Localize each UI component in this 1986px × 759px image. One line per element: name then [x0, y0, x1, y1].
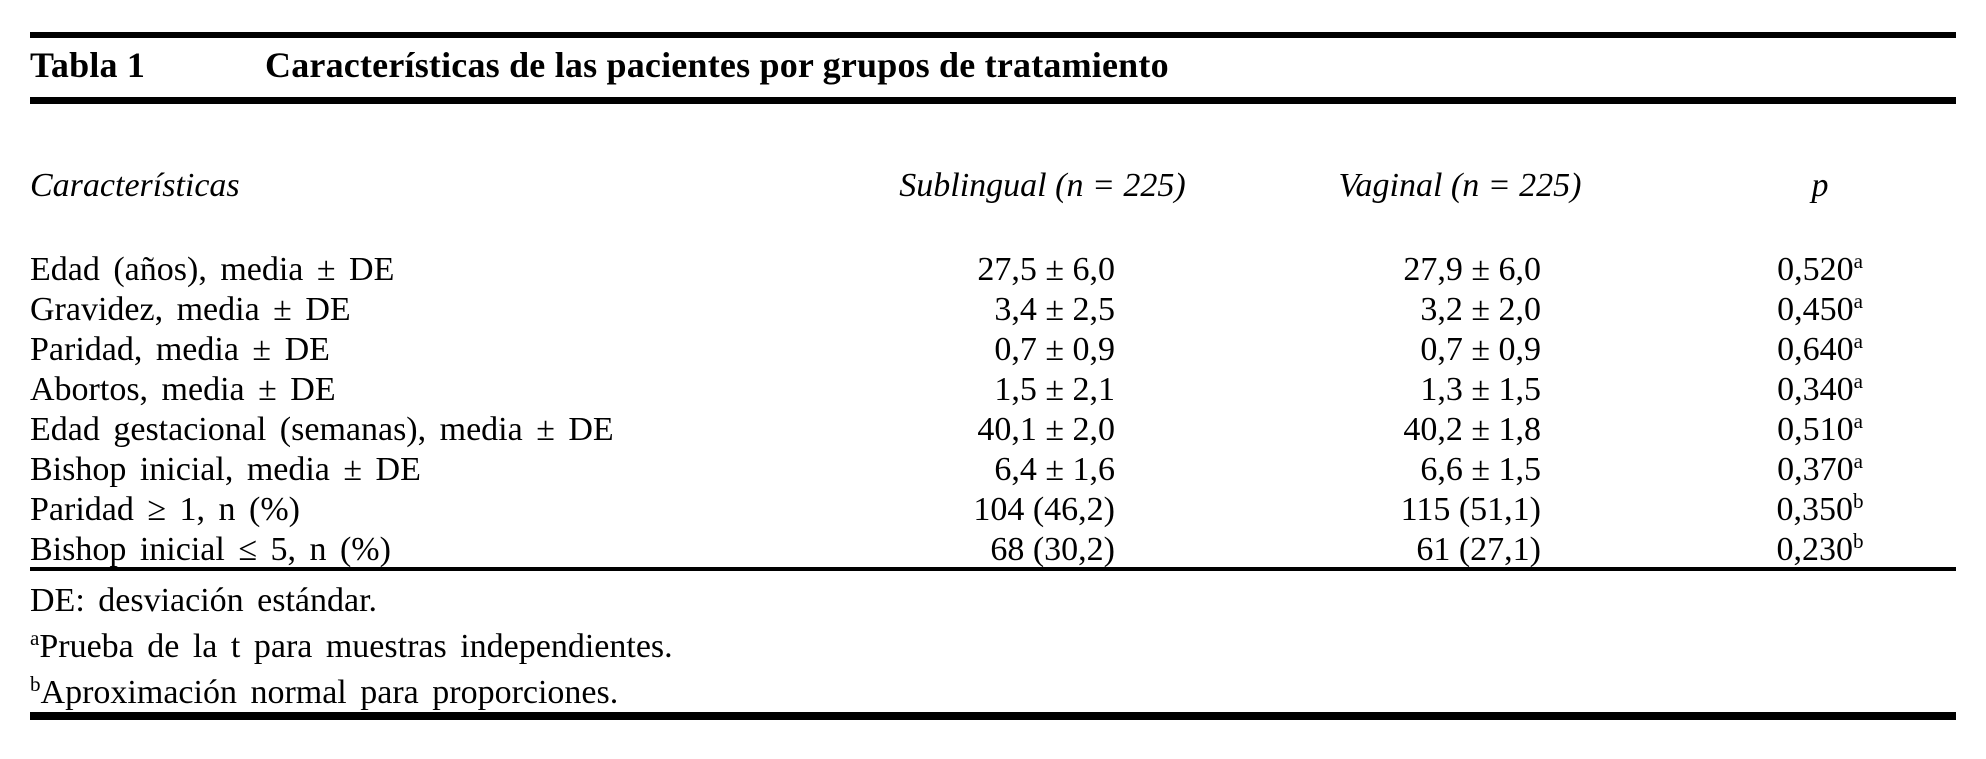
- p-footnote-marker: a: [1853, 289, 1863, 313]
- table-title: Características de las pacientes por gru…: [265, 45, 1169, 85]
- p-value: 0,640a: [1640, 330, 1956, 370]
- row-label: Gravidez, media ± DE: [30, 291, 351, 328]
- sublingual-value: 27,5 ± 6,0: [977, 251, 1115, 288]
- column-header-vaginal: Vaginal (n = 225): [1338, 167, 1582, 204]
- table-row: Gravidez, media ± DE 3,4 ± 2,5 3,2 ± 2,0…: [30, 290, 1956, 330]
- column-header-sublingual: Sublingual (n = 225): [899, 167, 1186, 204]
- sublingual-value: 0,7 ± 0,9: [994, 331, 1115, 368]
- row-label: Abortos, media ± DE: [30, 371, 336, 408]
- row-label: Paridad ≥ 1, n (%): [30, 491, 300, 528]
- p-number: 0,510: [1777, 411, 1854, 448]
- caption-rule: [30, 97, 1956, 104]
- p-value: 0,350b: [1640, 490, 1956, 530]
- vaginal-value: 0,7 ± 0,9: [1420, 331, 1541, 368]
- p-value: 0,370a: [1640, 450, 1956, 490]
- p-value: 0,510a: [1640, 410, 1956, 450]
- p-number: 0,520: [1777, 251, 1854, 288]
- table-row: Bishop inicial, media ± DE 6,4 ± 1,6 6,6…: [30, 450, 1956, 490]
- p-footnote-marker: a: [1853, 369, 1863, 393]
- table-row: Abortos, media ± DE 1,5 ± 2,1 1,3 ± 1,5 …: [30, 370, 1956, 410]
- vaginal-value: 27,9 ± 6,0: [1403, 251, 1541, 288]
- sublingual-value: 3,4 ± 2,5: [994, 291, 1115, 328]
- p-value: 0,520a: [1640, 250, 1956, 290]
- p-value: 0,230b: [1640, 530, 1956, 570]
- column-header-row: Características Sublingual (n = 225) Vag…: [30, 165, 1956, 207]
- table-row: Bishop inicial ≤ 5, n (%) 68 (30,2) 61 (…: [30, 530, 1956, 570]
- vaginal-value: 40,2 ± 1,8: [1403, 411, 1541, 448]
- row-label: Bishop inicial, media ± DE: [30, 451, 421, 488]
- column-header-p: p: [1811, 167, 1829, 204]
- sublingual-value: 104 (46,2): [973, 491, 1115, 528]
- p-value: 0,340a: [1640, 370, 1956, 410]
- footnote-line: aPrueba de la t para muestras independie…: [30, 624, 1956, 670]
- row-label: Paridad, media ± DE: [30, 331, 330, 368]
- p-number: 0,450: [1777, 291, 1854, 328]
- bottom-rule: [30, 712, 1956, 720]
- p-value: 0,450a: [1640, 290, 1956, 330]
- vaginal-value: 61 (27,1): [1416, 531, 1541, 568]
- p-footnote-marker: a: [1853, 449, 1863, 473]
- footnote-text: Aproximación normal para proporciones.: [40, 674, 619, 711]
- table-footnotes: DE: desviación estándar. aPrueba de la t…: [30, 578, 1956, 716]
- row-label: Edad (años), media ± DE: [30, 251, 395, 288]
- footnote-marker: b: [30, 672, 41, 696]
- p-number: 0,640: [1777, 331, 1854, 368]
- vaginal-value: 6,6 ± 1,5: [1420, 451, 1541, 488]
- top-rule: [30, 32, 1956, 38]
- table-row: Edad (años), media ± DE 27,5 ± 6,0 27,9 …: [30, 250, 1956, 290]
- table-sheet: Tabla 1 Características de las pacientes…: [30, 0, 1956, 759]
- footnote-line: bAproximación normal para proporciones.: [30, 670, 1956, 716]
- sublingual-value: 40,1 ± 2,0: [977, 411, 1115, 448]
- footnote-marker: a: [30, 626, 40, 650]
- p-number: 0,370: [1777, 451, 1854, 488]
- row-label: Edad gestacional (semanas), media ± DE: [30, 411, 614, 448]
- p-footnote-marker: b: [1852, 529, 1864, 553]
- vaginal-value: 3,2 ± 2,0: [1420, 291, 1541, 328]
- table-body: Edad (años), media ± DE 27,5 ± 6,0 27,9 …: [30, 250, 1956, 570]
- column-header-characteristics: Características: [30, 167, 240, 204]
- sublingual-value: 6,4 ± 1,6: [994, 451, 1115, 488]
- row-label: Bishop inicial ≤ 5, n (%): [30, 531, 391, 568]
- p-number: 0,340: [1777, 371, 1854, 408]
- footnote-text: Prueba de la t para muestras independien…: [39, 628, 673, 665]
- p-footnote-marker: a: [1853, 329, 1863, 353]
- footnote-line: DE: desviación estándar.: [30, 578, 1956, 624]
- p-footnote-marker: a: [1853, 249, 1863, 273]
- table-row: Edad gestacional (semanas), media ± DE 4…: [30, 410, 1956, 450]
- sublingual-value: 68 (30,2): [990, 531, 1115, 568]
- footnote-text: DE: desviación estándar.: [30, 582, 378, 619]
- sublingual-value: 1,5 ± 2,1: [994, 371, 1115, 408]
- p-number: 0,350: [1776, 491, 1853, 528]
- p-footnote-marker: b: [1852, 489, 1864, 513]
- table-caption: Tabla 1 Características de las pacientes…: [30, 44, 1956, 86]
- p-number: 0,230: [1776, 531, 1853, 568]
- table-row: Paridad, media ± DE 0,7 ± 0,9 0,7 ± 0,9 …: [30, 330, 1956, 370]
- vaginal-value: 115 (51,1): [1400, 491, 1541, 528]
- p-footnote-marker: a: [1853, 409, 1863, 433]
- table-number: Tabla 1: [30, 45, 146, 85]
- table-row: Paridad ≥ 1, n (%) 104 (46,2) 115 (51,1)…: [30, 490, 1956, 530]
- vaginal-value: 1,3 ± 1,5: [1420, 371, 1541, 408]
- footnote-rule: [30, 567, 1956, 571]
